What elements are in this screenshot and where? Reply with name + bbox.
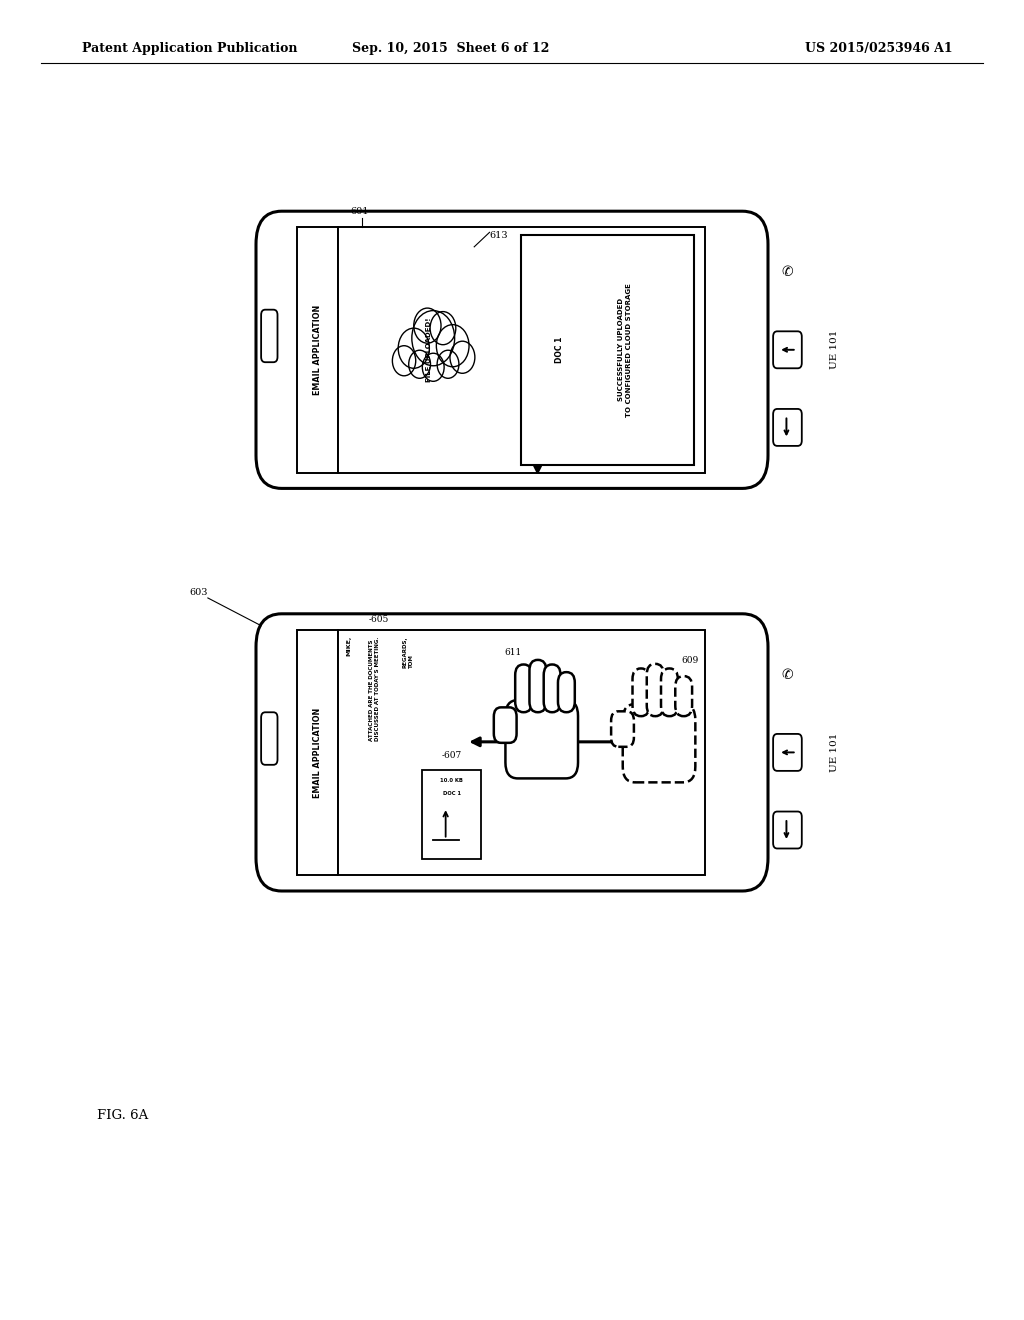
Text: DOC 1: DOC 1 — [442, 791, 461, 796]
Text: 10.0 KB: 10.0 KB — [440, 777, 463, 783]
FancyBboxPatch shape — [773, 812, 802, 849]
Text: EMAIL APPLICATION: EMAIL APPLICATION — [313, 708, 322, 797]
Bar — [338, 630, 705, 875]
FancyBboxPatch shape — [773, 331, 802, 368]
Text: Sep. 10, 2015  Sheet 6 of 12: Sep. 10, 2015 Sheet 6 of 12 — [352, 42, 549, 55]
Circle shape — [422, 354, 444, 381]
FancyBboxPatch shape — [773, 409, 802, 446]
Circle shape — [409, 350, 430, 379]
Circle shape — [392, 346, 416, 376]
FancyBboxPatch shape — [773, 734, 802, 771]
Text: -607: -607 — [441, 751, 462, 760]
Bar — [422, 770, 481, 859]
Circle shape — [412, 310, 455, 366]
Text: UE 101: UE 101 — [830, 330, 839, 370]
Text: Patent Application Publication: Patent Application Publication — [82, 42, 297, 55]
Circle shape — [430, 312, 456, 345]
FancyBboxPatch shape — [529, 660, 546, 713]
Text: DOC 1: DOC 1 — [555, 337, 563, 363]
Circle shape — [398, 329, 429, 368]
Circle shape — [437, 350, 459, 379]
Circle shape — [436, 325, 469, 367]
Text: 611: 611 — [505, 648, 522, 657]
Bar — [297, 227, 338, 473]
Text: UE 101: UE 101 — [830, 733, 839, 772]
Text: MIKE,: MIKE, — [346, 636, 351, 656]
FancyBboxPatch shape — [675, 676, 692, 717]
Text: FILE UPLOADED!: FILE UPLOADED! — [426, 318, 432, 381]
Circle shape — [414, 308, 441, 343]
Text: REGARDS,
TOM: REGARDS, TOM — [402, 636, 414, 668]
Circle shape — [450, 341, 475, 374]
FancyBboxPatch shape — [261, 713, 278, 764]
FancyBboxPatch shape — [623, 704, 695, 783]
Text: 603: 603 — [189, 587, 208, 597]
Text: ✆: ✆ — [781, 265, 794, 280]
Text: -605: -605 — [369, 615, 389, 624]
FancyBboxPatch shape — [647, 664, 664, 717]
Text: 613: 613 — [489, 231, 508, 240]
Text: US 2015/0253946 A1: US 2015/0253946 A1 — [805, 42, 952, 55]
Bar — [521, 235, 693, 465]
Text: 601: 601 — [350, 207, 369, 216]
FancyBboxPatch shape — [544, 664, 560, 713]
FancyBboxPatch shape — [256, 211, 768, 488]
FancyBboxPatch shape — [256, 614, 768, 891]
Bar — [297, 630, 338, 875]
FancyBboxPatch shape — [662, 668, 678, 717]
FancyBboxPatch shape — [633, 668, 649, 717]
Bar — [338, 227, 705, 473]
Text: ATTACHED ARE THE DOCUMENTS
DISCUSSED AT TODAY'S MEETING.: ATTACHED ARE THE DOCUMENTS DISCUSSED AT … — [369, 636, 380, 741]
Text: EMAIL APPLICATION: EMAIL APPLICATION — [313, 305, 322, 395]
FancyBboxPatch shape — [558, 672, 574, 713]
Text: ✆: ✆ — [781, 668, 794, 682]
Text: FIG. 6A: FIG. 6A — [97, 1109, 148, 1122]
FancyBboxPatch shape — [261, 310, 278, 362]
FancyBboxPatch shape — [515, 664, 532, 713]
FancyBboxPatch shape — [611, 711, 634, 747]
FancyBboxPatch shape — [494, 708, 516, 743]
Text: SUCCESSFULLY UPLOADED
TO CONFIGURED CLOUD STORAGE: SUCCESSFULLY UPLOADED TO CONFIGURED CLOU… — [617, 282, 632, 417]
FancyBboxPatch shape — [506, 700, 578, 779]
Text: 609: 609 — [681, 656, 698, 665]
